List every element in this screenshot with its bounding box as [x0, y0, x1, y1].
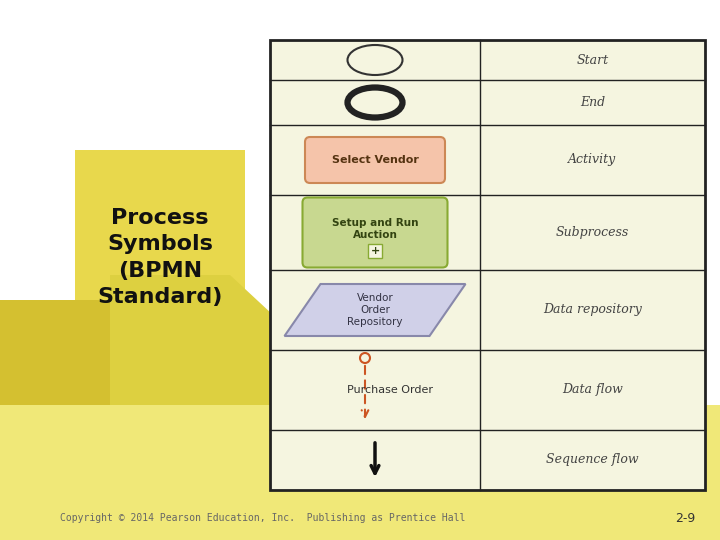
Text: Sequence flow: Sequence flow: [546, 454, 639, 467]
Text: Auction: Auction: [353, 230, 397, 240]
Bar: [368, 244, 382, 258]
Text: +: +: [370, 246, 379, 255]
Ellipse shape: [348, 45, 402, 75]
Polygon shape: [110, 275, 370, 405]
Text: Select Vendor: Select Vendor: [332, 155, 418, 165]
Bar: [75, 150, 245, 365]
Text: Activity: Activity: [568, 153, 616, 166]
Text: Process
Symbols
(BPMN
Standard): Process Symbols (BPMN Standard): [97, 208, 222, 307]
Polygon shape: [0, 300, 230, 405]
FancyBboxPatch shape: [305, 137, 445, 183]
Text: Subprocess: Subprocess: [556, 226, 629, 239]
FancyBboxPatch shape: [302, 198, 448, 267]
Text: Data flow: Data flow: [562, 383, 623, 396]
Polygon shape: [284, 284, 466, 336]
Text: Data repository: Data repository: [543, 303, 642, 316]
Text: Vendor
Order
Repository: Vendor Order Repository: [347, 293, 402, 327]
Text: Setup and Run: Setup and Run: [332, 218, 418, 227]
Ellipse shape: [348, 87, 402, 118]
Text: 2-9: 2-9: [675, 511, 695, 524]
Text: End: End: [580, 96, 605, 109]
Bar: [0, 405, 720, 540]
Text: Copyright © 2014 Pearson Education, Inc.  Publishing as Prentice Hall: Copyright © 2014 Pearson Education, Inc.…: [60, 513, 465, 523]
Text: Purchase Order: Purchase Order: [347, 385, 433, 395]
Text: Start: Start: [577, 53, 608, 66]
Bar: [270, 40, 705, 490]
